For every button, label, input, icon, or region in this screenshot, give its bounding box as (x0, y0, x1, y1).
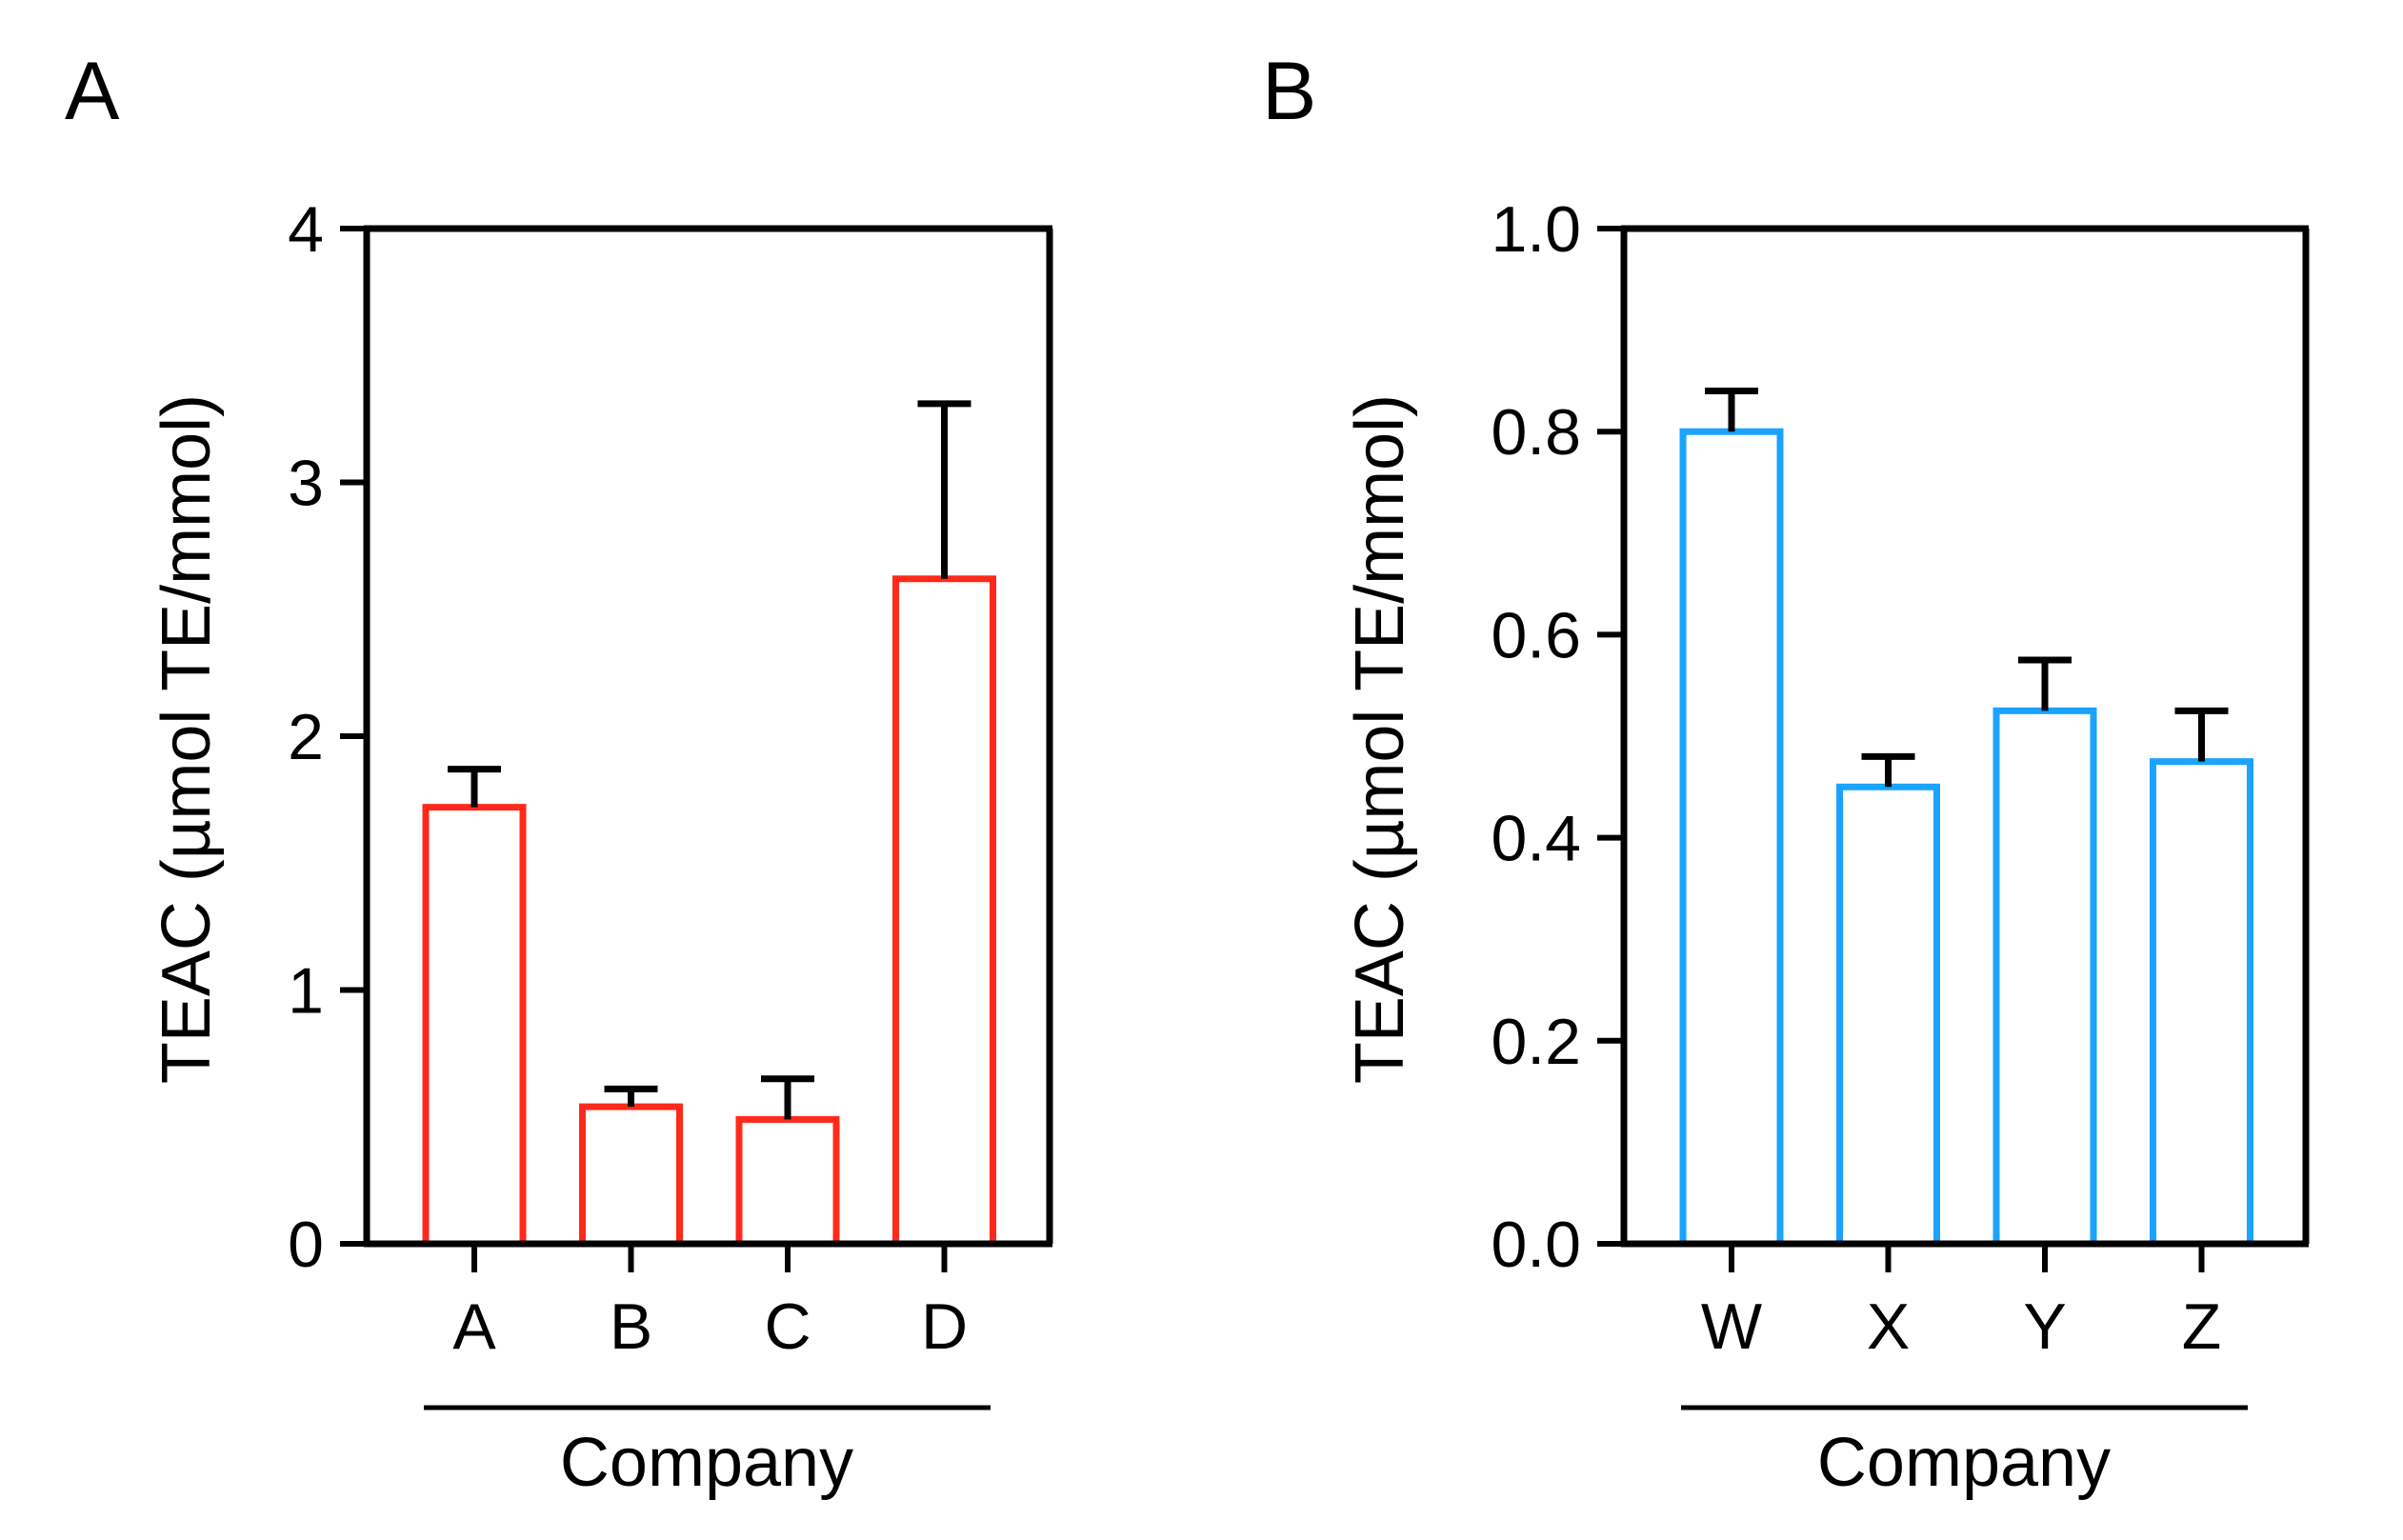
panel-b: B W X Y Z 0.0 0.2 0.4 0.6 0.8 1.0 TEAC (µmol TE/m… (1262, 46, 2310, 1501)
x-tick-label-w-b: W (1701, 1290, 1762, 1363)
x-tick-label-a-a: A (452, 1290, 496, 1363)
x-tick-label-x-b: X (1867, 1290, 1910, 1363)
axes-b (1620, 225, 2310, 1248)
bar-d-a (892, 575, 996, 1248)
bar-group-a (422, 575, 996, 1248)
bar-y-b (1992, 707, 2097, 1248)
bar-w-b (1679, 428, 1784, 1248)
y-tick-label-2-b: 0.4 (1491, 803, 1581, 875)
bar-z-b (2150, 758, 2253, 1248)
x-axis-title-b: Company (1817, 1425, 2111, 1501)
y-tick-label-3-b: 0.6 (1491, 599, 1581, 671)
y-tick-label-0-b: 0.0 (1491, 1209, 1581, 1281)
bar-b-a (579, 1103, 683, 1248)
error-bar-group-b (1705, 388, 2229, 788)
x-tick-label-c-a: C (764, 1290, 811, 1363)
panel-label-b: B (1262, 46, 1316, 137)
panel-label-a: A (65, 46, 120, 137)
y-tick-label-4-a: 4 (288, 193, 324, 266)
y-tick-label-4-b: 0.8 (1491, 396, 1581, 469)
tick-group-a: A B C D 0 1 2 3 4 (288, 193, 968, 1363)
y-tick-label-0-a: 0 (288, 1209, 324, 1281)
x-tick-label-z-b: Z (2182, 1290, 2222, 1363)
x-tick-label-b-a: B (610, 1290, 652, 1363)
bar-c-a (735, 1115, 840, 1248)
y-tick-label-1-a: 1 (288, 955, 324, 1028)
y-tick-label-5-b: 1.0 (1491, 193, 1581, 266)
y-axis-title-b: TEAC (µmol TE/mmol) (1342, 394, 1418, 1084)
bar-group-b (1679, 428, 2253, 1248)
y-tick-label-1-b: 0.2 (1491, 1006, 1581, 1078)
tick-group-b: W X Y Z 0.0 0.2 0.4 0.6 0.8 1.0 (1491, 193, 2221, 1363)
axes-a (363, 225, 1053, 1248)
error-bar-group-a (448, 400, 971, 1120)
bar-x-b (1836, 783, 1940, 1248)
x-tick-label-y-b: Y (2023, 1290, 2066, 1363)
y-tick-label-3-a: 3 (288, 448, 324, 520)
x-tick-label-d-a: D (921, 1290, 968, 1363)
x-axis-title-a: Company (560, 1425, 853, 1501)
y-tick-label-2-a: 2 (288, 701, 324, 773)
y-axis-title-a: TEAC (µmol TE/mmol) (149, 394, 225, 1084)
bar-a-a (422, 804, 527, 1248)
panel-a: A A B C D 0 1 2 3 4 TEAC (µmol TE/mmol) Company (65, 46, 1053, 1501)
